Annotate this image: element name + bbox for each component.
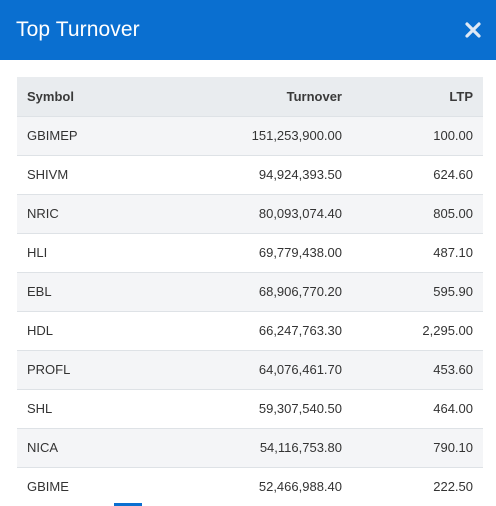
- cell-ltp: 790.10: [352, 427, 483, 467]
- cell-ltp: 453.60: [352, 349, 483, 389]
- scroll-indicator[interactable]: [114, 503, 142, 506]
- table-row[interactable]: GBIMEP 151,253,900.00 100.00: [17, 115, 483, 155]
- table-row[interactable]: GBIME 52,466,988.40 222.50: [17, 466, 483, 506]
- table-row[interactable]: HLI 69,779,438.00 487.10: [17, 232, 483, 272]
- cell-ltp: 624.60: [352, 154, 483, 194]
- column-header-ltp[interactable]: LTP: [352, 77, 483, 116]
- cell-ltp: 222.50: [352, 466, 483, 506]
- column-header-turnover[interactable]: Turnover: [187, 77, 352, 116]
- cell-turnover: 68,906,770.20: [187, 271, 352, 311]
- table-header-row: Symbol Turnover LTP: [17, 77, 483, 116]
- cell-symbol: SHL: [17, 388, 187, 428]
- cell-turnover: 66,247,763.30: [187, 310, 352, 350]
- table-row[interactable]: SHL 59,307,540.50 464.00: [17, 388, 483, 428]
- cell-symbol: PROFL: [17, 349, 187, 389]
- cell-turnover: 59,307,540.50: [187, 388, 352, 428]
- cell-symbol: GBIMEP: [17, 115, 187, 155]
- table-row[interactable]: NICA 54,116,753.80 790.10: [17, 427, 483, 467]
- modal-title: Top Turnover: [16, 18, 140, 41]
- turnover-table-container: Symbol Turnover LTP GBIMEP 151,253,900.00…: [17, 77, 483, 506]
- turnover-table: Symbol Turnover LTP GBIMEP 151,253,900.00…: [17, 77, 483, 506]
- column-header-symbol[interactable]: Symbol: [17, 77, 187, 116]
- table-row[interactable]: HDL 66,247,763.30 2,295.00: [17, 310, 483, 350]
- cell-symbol: EBL: [17, 271, 187, 311]
- cell-ltp: 100.00: [352, 115, 483, 155]
- cell-symbol: NICA: [17, 427, 187, 467]
- cell-turnover: 54,116,753.80: [187, 427, 352, 467]
- cell-ltp: 487.10: [352, 232, 483, 272]
- cell-turnover: 151,253,900.00: [187, 115, 352, 155]
- cell-ltp: 464.00: [352, 388, 483, 428]
- cell-symbol: HLI: [17, 232, 187, 272]
- cell-turnover: 69,779,438.00: [187, 232, 352, 272]
- cell-symbol: SHIVM: [17, 154, 187, 194]
- modal-header: Top Turnover: [0, 0, 496, 60]
- table-row[interactable]: NRIC 80,093,074.40 805.00: [17, 193, 483, 233]
- cell-turnover: 80,093,074.40: [187, 193, 352, 233]
- cell-symbol: GBIME: [17, 466, 187, 506]
- table-row[interactable]: PROFL 64,076,461.70 453.60: [17, 349, 483, 389]
- cell-symbol: NRIC: [17, 193, 187, 233]
- cell-ltp: 595.90: [352, 271, 483, 311]
- table-header: Symbol Turnover LTP: [17, 77, 483, 116]
- cell-turnover: 94,924,393.50: [187, 154, 352, 194]
- close-icon: [465, 22, 481, 38]
- close-button[interactable]: [462, 19, 484, 41]
- table-row[interactable]: SHIVM 94,924,393.50 624.60: [17, 154, 483, 194]
- cell-turnover: 52,466,988.40: [187, 466, 352, 506]
- cell-symbol: HDL: [17, 310, 187, 350]
- table-body: GBIMEP 151,253,900.00 100.00 SHIVM 94,924,39…: [17, 115, 483, 506]
- cell-ltp: 805.00: [352, 193, 483, 233]
- table-row[interactable]: EBL 68,906,770.20 595.90: [17, 271, 483, 311]
- cell-turnover: 64,076,461.70: [187, 349, 352, 389]
- cell-ltp: 2,295.00: [352, 310, 483, 350]
